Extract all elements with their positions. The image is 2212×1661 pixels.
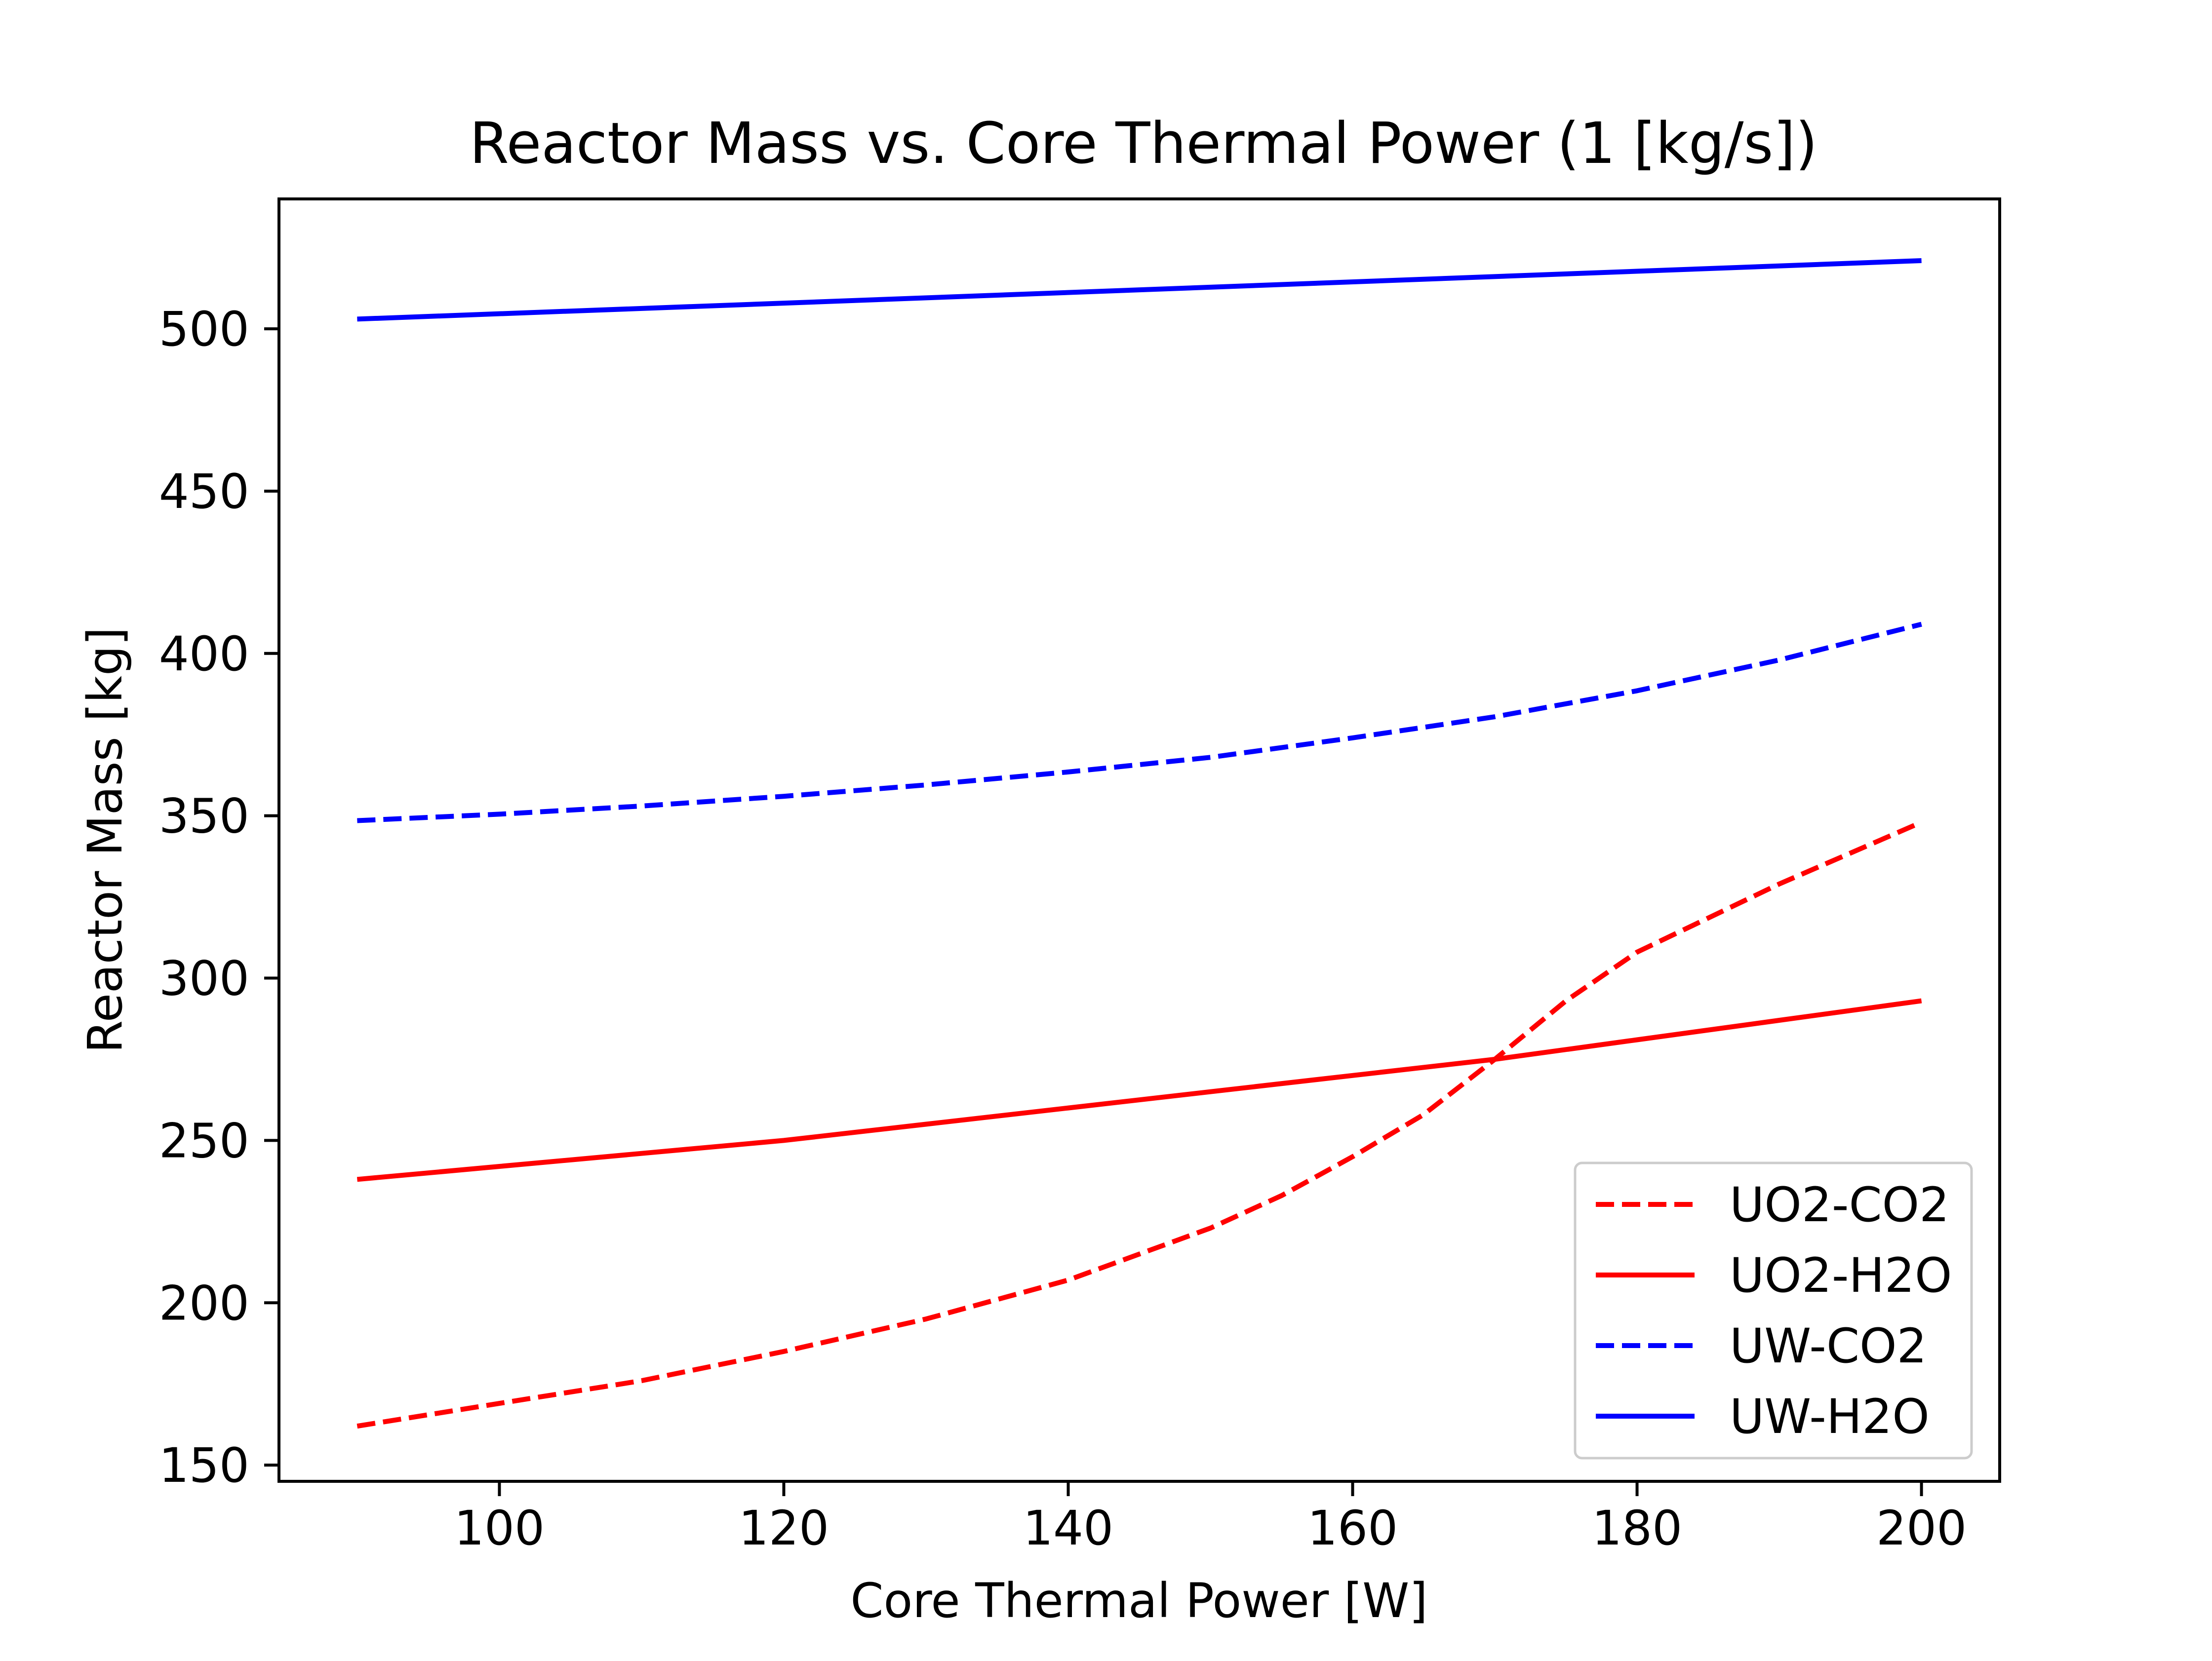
legend-label: UW-CO2 bbox=[1730, 1318, 1927, 1374]
x-tick-label: 200 bbox=[1876, 1501, 1967, 1556]
y-tick-label: 250 bbox=[159, 1113, 249, 1168]
series-line-uo2-co2 bbox=[356, 820, 1923, 1429]
y-tick-label: 150 bbox=[159, 1438, 249, 1493]
x-tick-label: 100 bbox=[454, 1501, 545, 1556]
chart-title: Reactor Mass vs. Core Thermal Power (1 [… bbox=[470, 111, 1817, 177]
y-tick-label: 500 bbox=[159, 302, 249, 357]
x-axis: 100 120 140 160 180 200 bbox=[454, 1481, 1967, 1556]
y-tick-label: 200 bbox=[159, 1275, 249, 1331]
legend-label: UW-H2O bbox=[1730, 1389, 1930, 1444]
plot-frame bbox=[277, 197, 2001, 1483]
x-tick-label: 180 bbox=[1592, 1501, 1682, 1556]
y-tick-label: 450 bbox=[159, 464, 249, 519]
series-line-uw-co2 bbox=[357, 621, 1922, 823]
legend: UO2-CO2 UO2-H2O UW-CO2 UW-H2O bbox=[1574, 1161, 1973, 1460]
y-axis: 150 200 250 300 350 400 450 500 bbox=[159, 302, 279, 1493]
legend-label: UO2-H2O bbox=[1730, 1248, 1952, 1303]
y-tick-label: 300 bbox=[159, 951, 249, 1006]
y-axis-label: Reactor Mass [kg] bbox=[78, 627, 133, 1053]
x-tick-label: 160 bbox=[1307, 1501, 1398, 1556]
series-line-uw-h2o bbox=[357, 258, 1922, 322]
x-axis-label: Core Thermal Power [W] bbox=[850, 1573, 1427, 1628]
y-tick-label: 400 bbox=[159, 626, 249, 682]
legend-box bbox=[1574, 1161, 1973, 1460]
x-tick-label: 140 bbox=[1023, 1501, 1113, 1556]
legend-label: UO2-CO2 bbox=[1730, 1177, 1949, 1233]
series-layer bbox=[356, 258, 1923, 1429]
x-tick-label: 120 bbox=[739, 1501, 829, 1556]
y-tick-label: 350 bbox=[159, 789, 249, 844]
series-line-uo2-h2o bbox=[356, 998, 1922, 1182]
